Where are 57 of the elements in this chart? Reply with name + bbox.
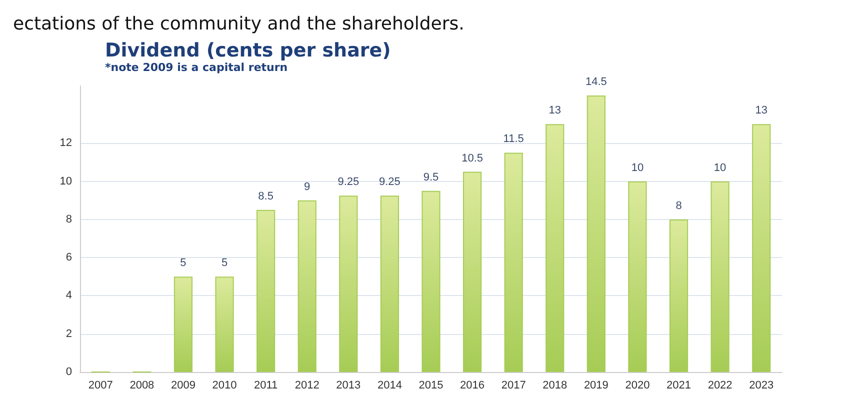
x-tick-label: 2023 (749, 380, 774, 392)
bar (546, 124, 564, 372)
bar (215, 276, 234, 372)
x-tick-label: 2007 (88, 380, 113, 392)
y-tick-label: 10 (60, 175, 72, 188)
bar (463, 172, 482, 372)
bar (339, 196, 358, 372)
data-label: 8 (676, 200, 682, 212)
text: ectations of the community and the shareholders. (13, 14, 464, 34)
x-tick-label: 2013 (336, 380, 361, 392)
x-tick-label: 2021 (666, 380, 692, 392)
bar (298, 200, 316, 372)
data-label: 13 (755, 104, 768, 117)
data-label: 13 (548, 104, 562, 117)
x-tick-label: 2009 (170, 380, 196, 392)
data-label: 14.5 (585, 76, 607, 88)
data-label: 5 (221, 257, 228, 270)
bar (380, 196, 399, 372)
x-tick-label: 2019 (584, 380, 608, 392)
data-label: 9.25 (378, 176, 400, 188)
x-tick-label: 2008 (130, 380, 154, 392)
x-tick-label: 2012 (294, 380, 320, 392)
data-label: 10 (714, 162, 726, 174)
y-tick-label: 8 (66, 213, 72, 226)
bar (710, 181, 730, 372)
x-tick-label: 2020 (625, 380, 650, 392)
x-tick-label: 2016 (460, 380, 485, 392)
data-label: 10.5 (462, 152, 484, 164)
bar (174, 276, 193, 372)
x-tick-label: 2011 (254, 380, 278, 392)
bar (256, 210, 276, 372)
data-label: 5 (180, 257, 186, 270)
bar (422, 190, 440, 372)
data-label: 10 (631, 162, 644, 174)
bar (586, 96, 606, 372)
y-tick-label: 0 (66, 366, 72, 378)
bar (504, 152, 523, 372)
x-tick-label: 2018 (542, 380, 568, 392)
data-label: 8.5 (258, 190, 274, 202)
y-tick-label: 4 (66, 290, 72, 302)
x-tick-label: 2017 (501, 380, 526, 392)
chart-title: Dividend (cents per share) (105, 40, 391, 62)
y-tick-label: 6 (66, 252, 72, 264)
x-tick-label: 2014 (377, 380, 402, 392)
data-label: 9.5 (423, 171, 439, 184)
data-label: 9 (304, 180, 310, 193)
data-label: 11.5 (503, 133, 524, 146)
x-tick-label: 2022 (708, 380, 732, 392)
x-tick-label: 2015 (418, 380, 444, 392)
bar (628, 181, 647, 372)
bar (669, 219, 688, 372)
x-tick-label: 2010 (212, 380, 237, 392)
y-tick-label: 12 (60, 137, 72, 150)
bar (752, 124, 771, 372)
y-tick-label: 2 (66, 328, 72, 340)
data-label: 9.25 (338, 176, 360, 188)
chart-subtitle: *note 2009 is a capital return (105, 61, 288, 74)
